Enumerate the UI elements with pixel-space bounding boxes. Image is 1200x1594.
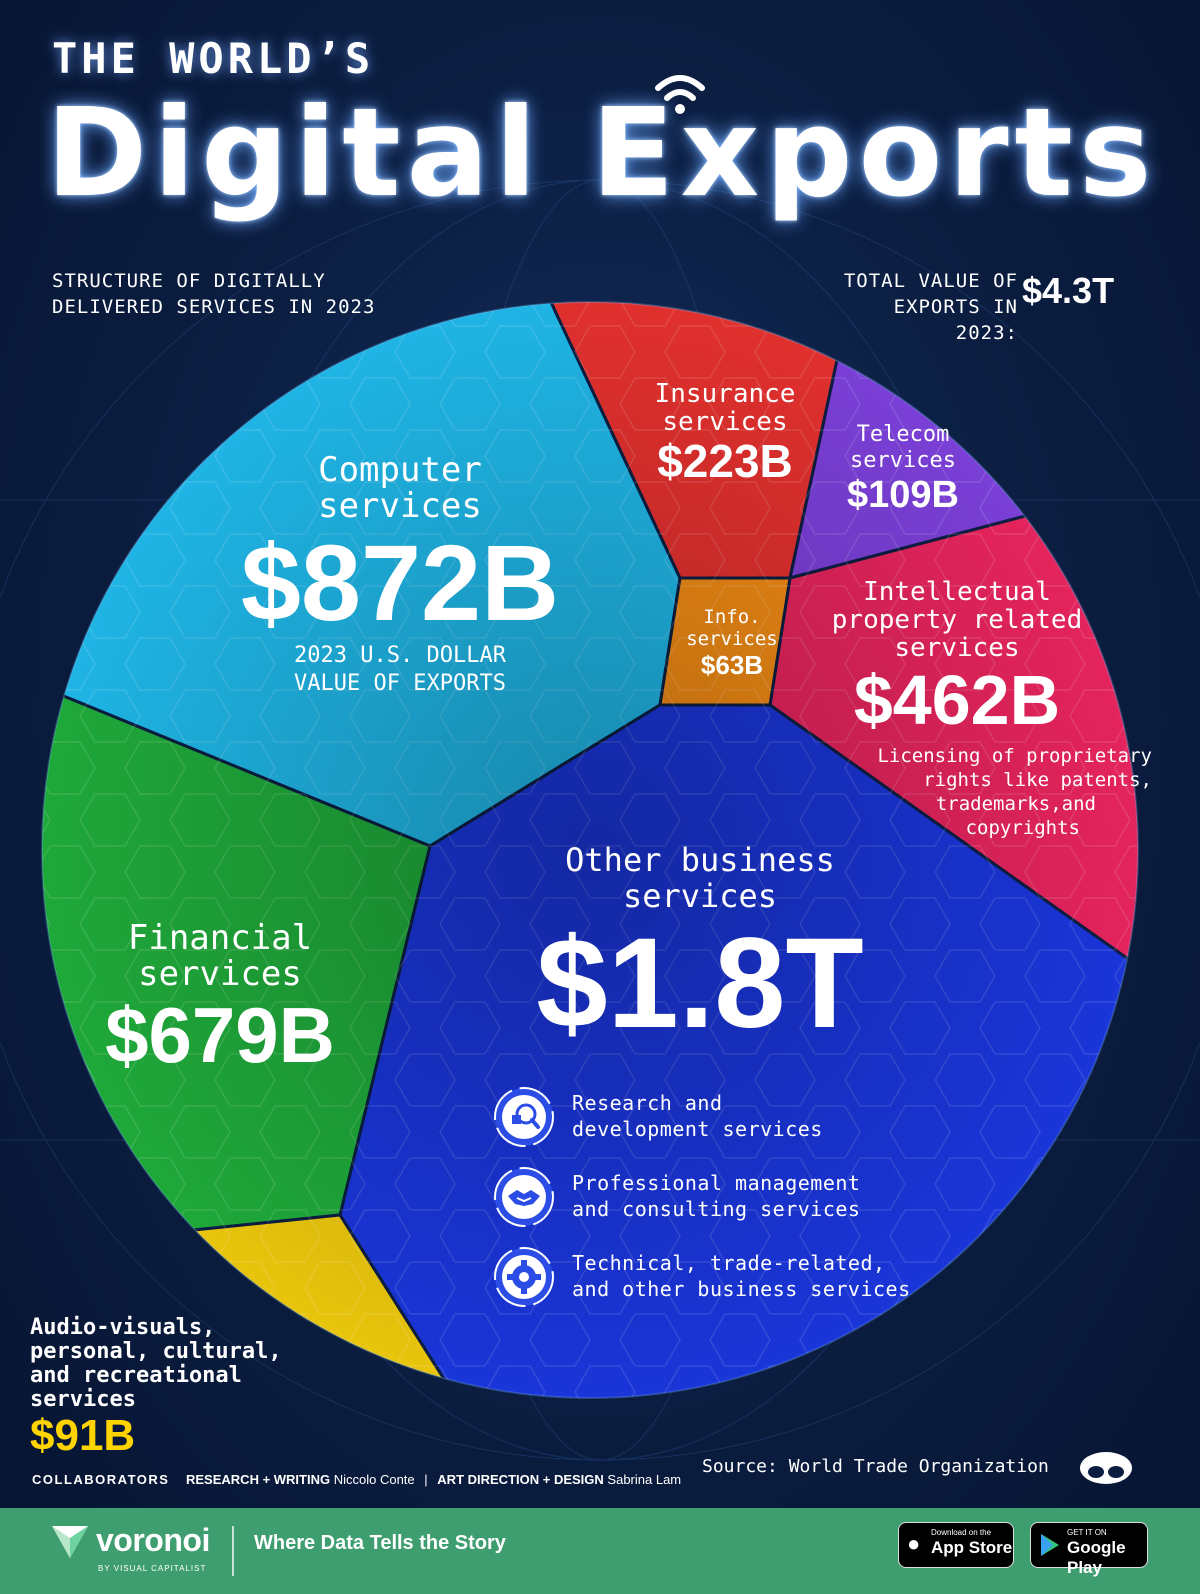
- apple-icon: ●: [907, 1531, 921, 1556]
- research-label: RESEARCH + WRITING: [186, 1472, 331, 1487]
- slice-name: Intellectual: [863, 577, 1051, 607]
- slice-name: Info.: [703, 606, 761, 628]
- slice-name: Telecom: [856, 422, 950, 447]
- label-insurance: Insurance services $223B: [620, 380, 830, 486]
- slice-value: $872B: [240, 522, 560, 643]
- total-label-line: EXPORTS IN 2023:: [893, 296, 1018, 344]
- credits-separator: |: [424, 1472, 428, 1487]
- credits: RESEARCH + WRITING Niccolo Conte | ART D…: [186, 1472, 681, 1487]
- total-value: $4.3T: [1022, 270, 1115, 311]
- slice-value: $223B: [657, 435, 793, 487]
- service-line: and other business services: [572, 1277, 911, 1301]
- slice-name: property related: [831, 605, 1083, 635]
- label-info: Info. services $63B: [672, 606, 792, 680]
- other-service-item: Technical, trade-related, and other busi…: [572, 1250, 911, 1302]
- slice-name: services: [850, 448, 956, 473]
- other-service-item: Research and development services: [572, 1090, 823, 1142]
- slice-value: $1.8T: [536, 912, 864, 1055]
- label-computer: Computer services $872B 2023 U.S. DOLLAR…: [150, 452, 650, 698]
- service-line: Technical, trade-related,: [572, 1251, 886, 1275]
- app-store-small: Download on the: [931, 1528, 992, 1537]
- google-play-small: GET IT ON: [1067, 1528, 1107, 1537]
- page-title: Digital Exports: [46, 82, 1158, 224]
- slice-name: personal, cultural,: [30, 1339, 282, 1364]
- subtitle: STRUCTURE OF DIGITALLY DELIVERED SERVICE…: [52, 268, 375, 320]
- note-line: Licensing of proprietary: [877, 745, 1152, 767]
- slice-name: and recreational: [30, 1363, 242, 1388]
- visual-capitalist-logo-icon: [1080, 1452, 1132, 1484]
- tagline: Where Data Tells the Story: [254, 1532, 506, 1554]
- google-play-big: Google Play: [1067, 1538, 1126, 1577]
- ip-note: Licensing of proprietary rights like pat…: [852, 744, 1152, 840]
- design-name: Sabrina Lam: [607, 1472, 682, 1487]
- slice-name: services: [662, 407, 788, 437]
- google-play-button[interactable]: GET IT ON Google Play: [1030, 1522, 1148, 1577]
- label-financial: Financial services $679B: [50, 920, 390, 1078]
- play-icon: [1041, 1534, 1059, 1556]
- subtitle-line: DELIVERED SERVICES IN 2023: [52, 296, 376, 318]
- title-small: THE WORLD’S: [52, 34, 375, 83]
- note-line: trademarks,and: [935, 793, 1096, 815]
- label-audio: Audio-visuals, personal, cultural, and r…: [30, 1316, 290, 1460]
- subtitle-line: STRUCTURE OF DIGITALLY: [52, 270, 326, 292]
- handshake-icon: [494, 1167, 554, 1227]
- service-line: Professional management: [572, 1171, 861, 1195]
- slice-name: Computer: [318, 450, 482, 490]
- source: Source: World Trade Organization: [702, 1456, 1049, 1477]
- voronoi-logo-icon: [52, 1526, 88, 1558]
- slice-value: $462B: [853, 661, 1061, 739]
- app-store-button[interactable]: ● Download on the App Store: [898, 1522, 1014, 1568]
- note-line: rights like patents,: [923, 769, 1152, 791]
- slice-name: services: [30, 1387, 136, 1412]
- label-telecom: Telecom services $109B: [818, 422, 988, 516]
- app-store-big: App Store: [931, 1538, 1013, 1557]
- brand-sub: BY VISUAL CAPITALIST: [98, 1564, 207, 1573]
- slice-value: $91B: [30, 1411, 136, 1460]
- research-icon: [494, 1087, 554, 1147]
- slice-name: Financial: [127, 918, 313, 958]
- service-line: and consulting services: [572, 1197, 861, 1221]
- design-label: ART DIRECTION + DESIGN: [437, 1472, 604, 1487]
- service-line: development services: [572, 1117, 823, 1141]
- brand-name[interactable]: voronoi: [96, 1522, 210, 1558]
- slice-name: services: [894, 633, 1020, 663]
- slice-name: services: [318, 486, 482, 526]
- collaborators-label: COLLABORATORS: [32, 1472, 170, 1487]
- gear-icon: [494, 1247, 554, 1307]
- research-name: Niccolo Conte: [333, 1472, 415, 1487]
- slice-value: $109B: [847, 474, 959, 516]
- slice-value: $63B: [700, 650, 764, 680]
- label-other: Other business services $1.8T: [460, 842, 940, 1054]
- slice-name: services: [138, 954, 302, 994]
- total-label-line: TOTAL VALUE OF: [843, 270, 1018, 292]
- unit-label: 2023 U.S. DOLLAR: [294, 643, 506, 668]
- footer: voronoi BY VISUAL CAPITALIST Where Data …: [0, 1508, 1200, 1594]
- total-label: TOTAL VALUE OF EXPORTS IN 2023:: [822, 268, 1018, 346]
- label-ip: Intellectual property related services $…: [792, 578, 1122, 738]
- slice-name: services: [686, 628, 778, 650]
- slice-name: Insurance: [654, 379, 796, 409]
- service-line: Research and: [572, 1091, 723, 1115]
- other-service-item: Professional management and consulting s…: [572, 1170, 860, 1222]
- wifi-icon: [655, 75, 705, 114]
- unit-label: VALUE OF EXPORTS: [294, 671, 506, 696]
- slice-name: services: [622, 877, 778, 915]
- slice-value: $679B: [105, 991, 335, 1079]
- slice-name: Other business: [565, 841, 835, 879]
- note-line: copyrights: [965, 817, 1080, 839]
- footer-divider: [232, 1526, 234, 1576]
- slice-name: Audio-visuals,: [30, 1315, 216, 1340]
